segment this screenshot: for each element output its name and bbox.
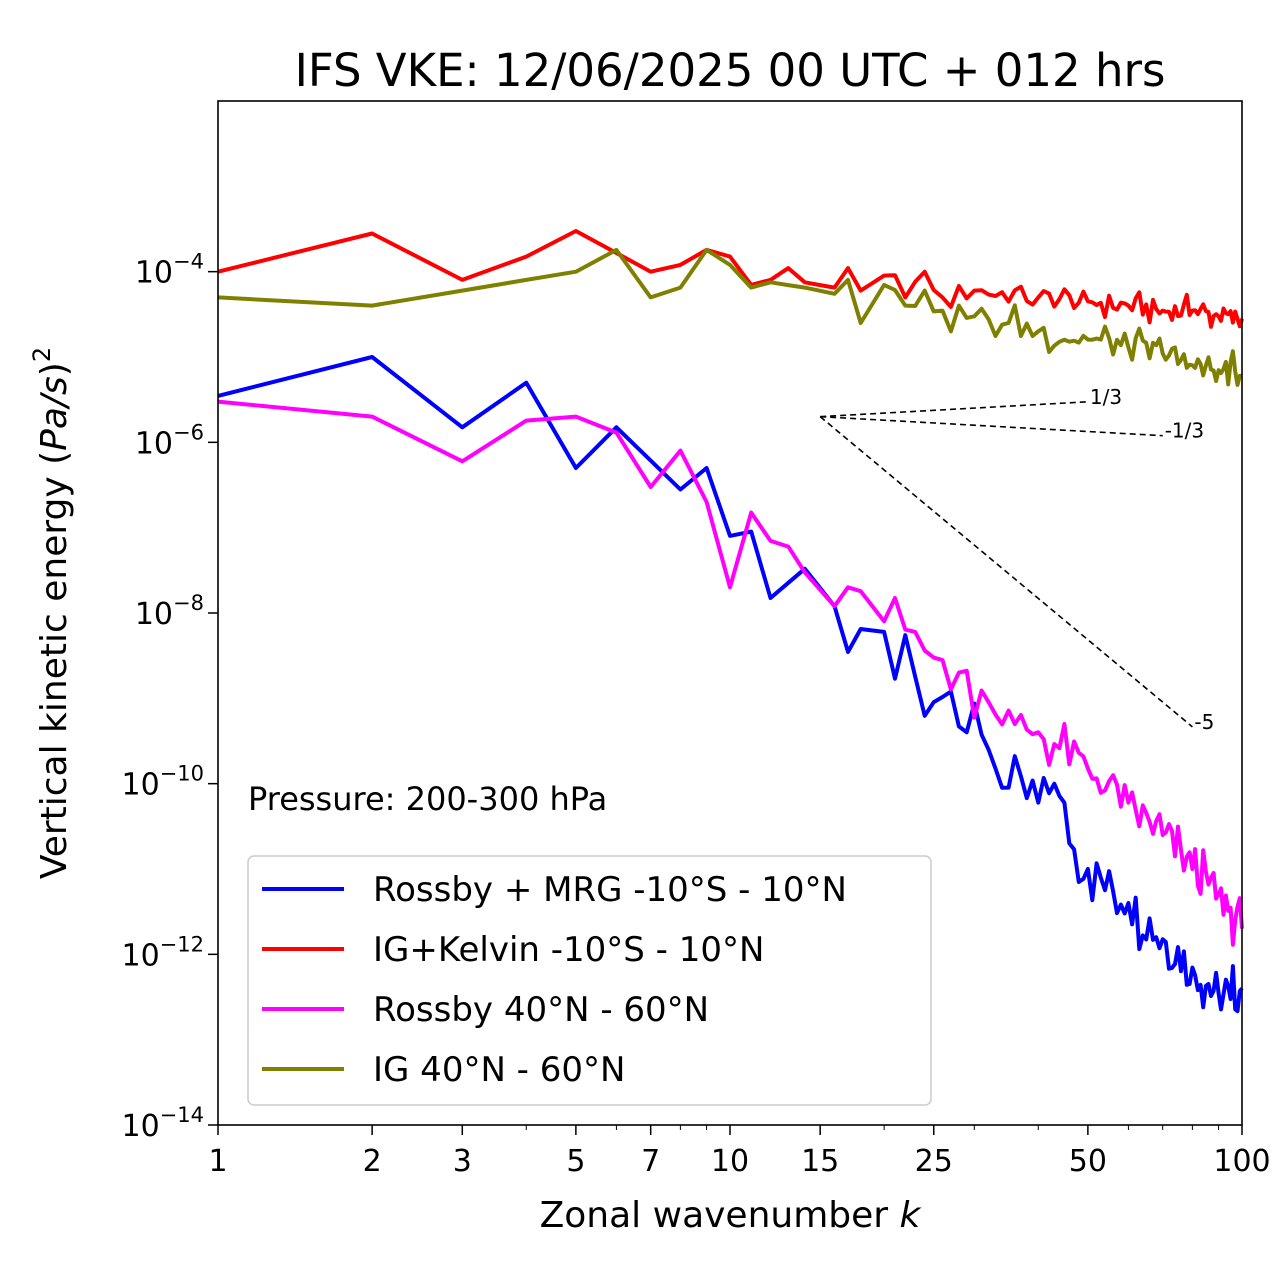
series-line (217, 247, 1242, 387)
legend-label: IG+Kelvin -10°S - 10°N (373, 930, 764, 970)
reference-slope-label: 1/3 (1090, 385, 1122, 409)
y-tick-base: 10 (121, 1109, 159, 1144)
x-axis-title: Zonal wavenumber k (540, 1195, 923, 1236)
y-tick-exponent: −14 (160, 1103, 204, 1127)
series-line (217, 229, 1244, 329)
legend-box (247, 855, 932, 1106)
x-tick-label: 7 (641, 1144, 660, 1179)
x-tick-label: 2 (363, 1144, 382, 1179)
y-tick-base: 10 (135, 426, 173, 461)
y-axis-title-text: Vertical kinetic energy ( (34, 451, 75, 879)
chart-title: IFS VKE: 12/06/2025 00 UTC + 012 hrs (295, 44, 1166, 97)
reference-slope-line (819, 416, 1193, 728)
series-line (217, 399, 1244, 947)
y-tick-label: 10−12 (121, 932, 204, 973)
legend-label: Rossby + MRG -10°S - 10°N (373, 870, 847, 910)
y-tick-base: 10 (135, 597, 173, 632)
y-tick-exponent: −8 (173, 591, 204, 615)
y-tick-label: 10−10 (121, 762, 204, 803)
y-tick-exponent: −10 (160, 762, 204, 786)
x-tick-label: 15 (801, 1144, 839, 1179)
x-tick-label: 10 (711, 1144, 749, 1179)
y-tick-label: 10−4 (135, 250, 204, 291)
y-tick-base: 10 (121, 938, 159, 973)
legend: Rossby + MRG -10°S - 10°N IG+Kelvin -10°S… (247, 855, 932, 1106)
x-tick-label: 50 (1069, 1144, 1107, 1179)
x-tick-label: 3 (453, 1144, 472, 1179)
y-tick-base: 10 (135, 256, 173, 291)
y-axis-title-close: ) (34, 362, 75, 376)
x-tick-label: 5 (566, 1144, 585, 1179)
y-tick-exponent: −12 (160, 932, 204, 956)
y-tick-exponent: −4 (173, 250, 204, 274)
x-tick-label: 25 (915, 1144, 953, 1179)
x-tick-label: 1 (208, 1144, 227, 1179)
y-axis-title-italic: Pa/s (34, 376, 75, 451)
y-tick-label: 10−6 (135, 420, 204, 461)
reference-slope-line (820, 415, 1163, 437)
x-axis: 1 2 3 5 7 10 15 25 50 100 (208, 1125, 1271, 1179)
y-tick-label: 10−14 (121, 1103, 204, 1144)
reference-slope-label: -1/3 (1165, 419, 1204, 443)
x-tick-label: 100 (1213, 1144, 1270, 1179)
series-line (217, 355, 1244, 1014)
y-tick-label: 10−8 (135, 591, 204, 632)
x-axis-title-text: Zonal wavenumber (540, 1195, 900, 1236)
y-tick-exponent: −6 (173, 420, 204, 444)
reference-slope-line (820, 400, 1088, 418)
y-axis-title-sup: 2 (28, 347, 56, 362)
legend-label: Rossby 40°N - 60°N (373, 990, 709, 1030)
legend-label: IG 40°N - 60°N (373, 1050, 625, 1090)
reference-slope-label: -5 (1194, 710, 1214, 734)
series-lines (217, 229, 1244, 1014)
x-axis-title-italic: k (900, 1195, 923, 1236)
y-axis-title: Vertical kinetic energy (Pa/s)2 (28, 347, 75, 879)
reference-slopes: 1/3 -1/3 -5 (819, 385, 1214, 734)
y-tick-base: 10 (121, 768, 159, 803)
pressure-annotation: Pressure: 200-300 hPa (248, 780, 607, 818)
